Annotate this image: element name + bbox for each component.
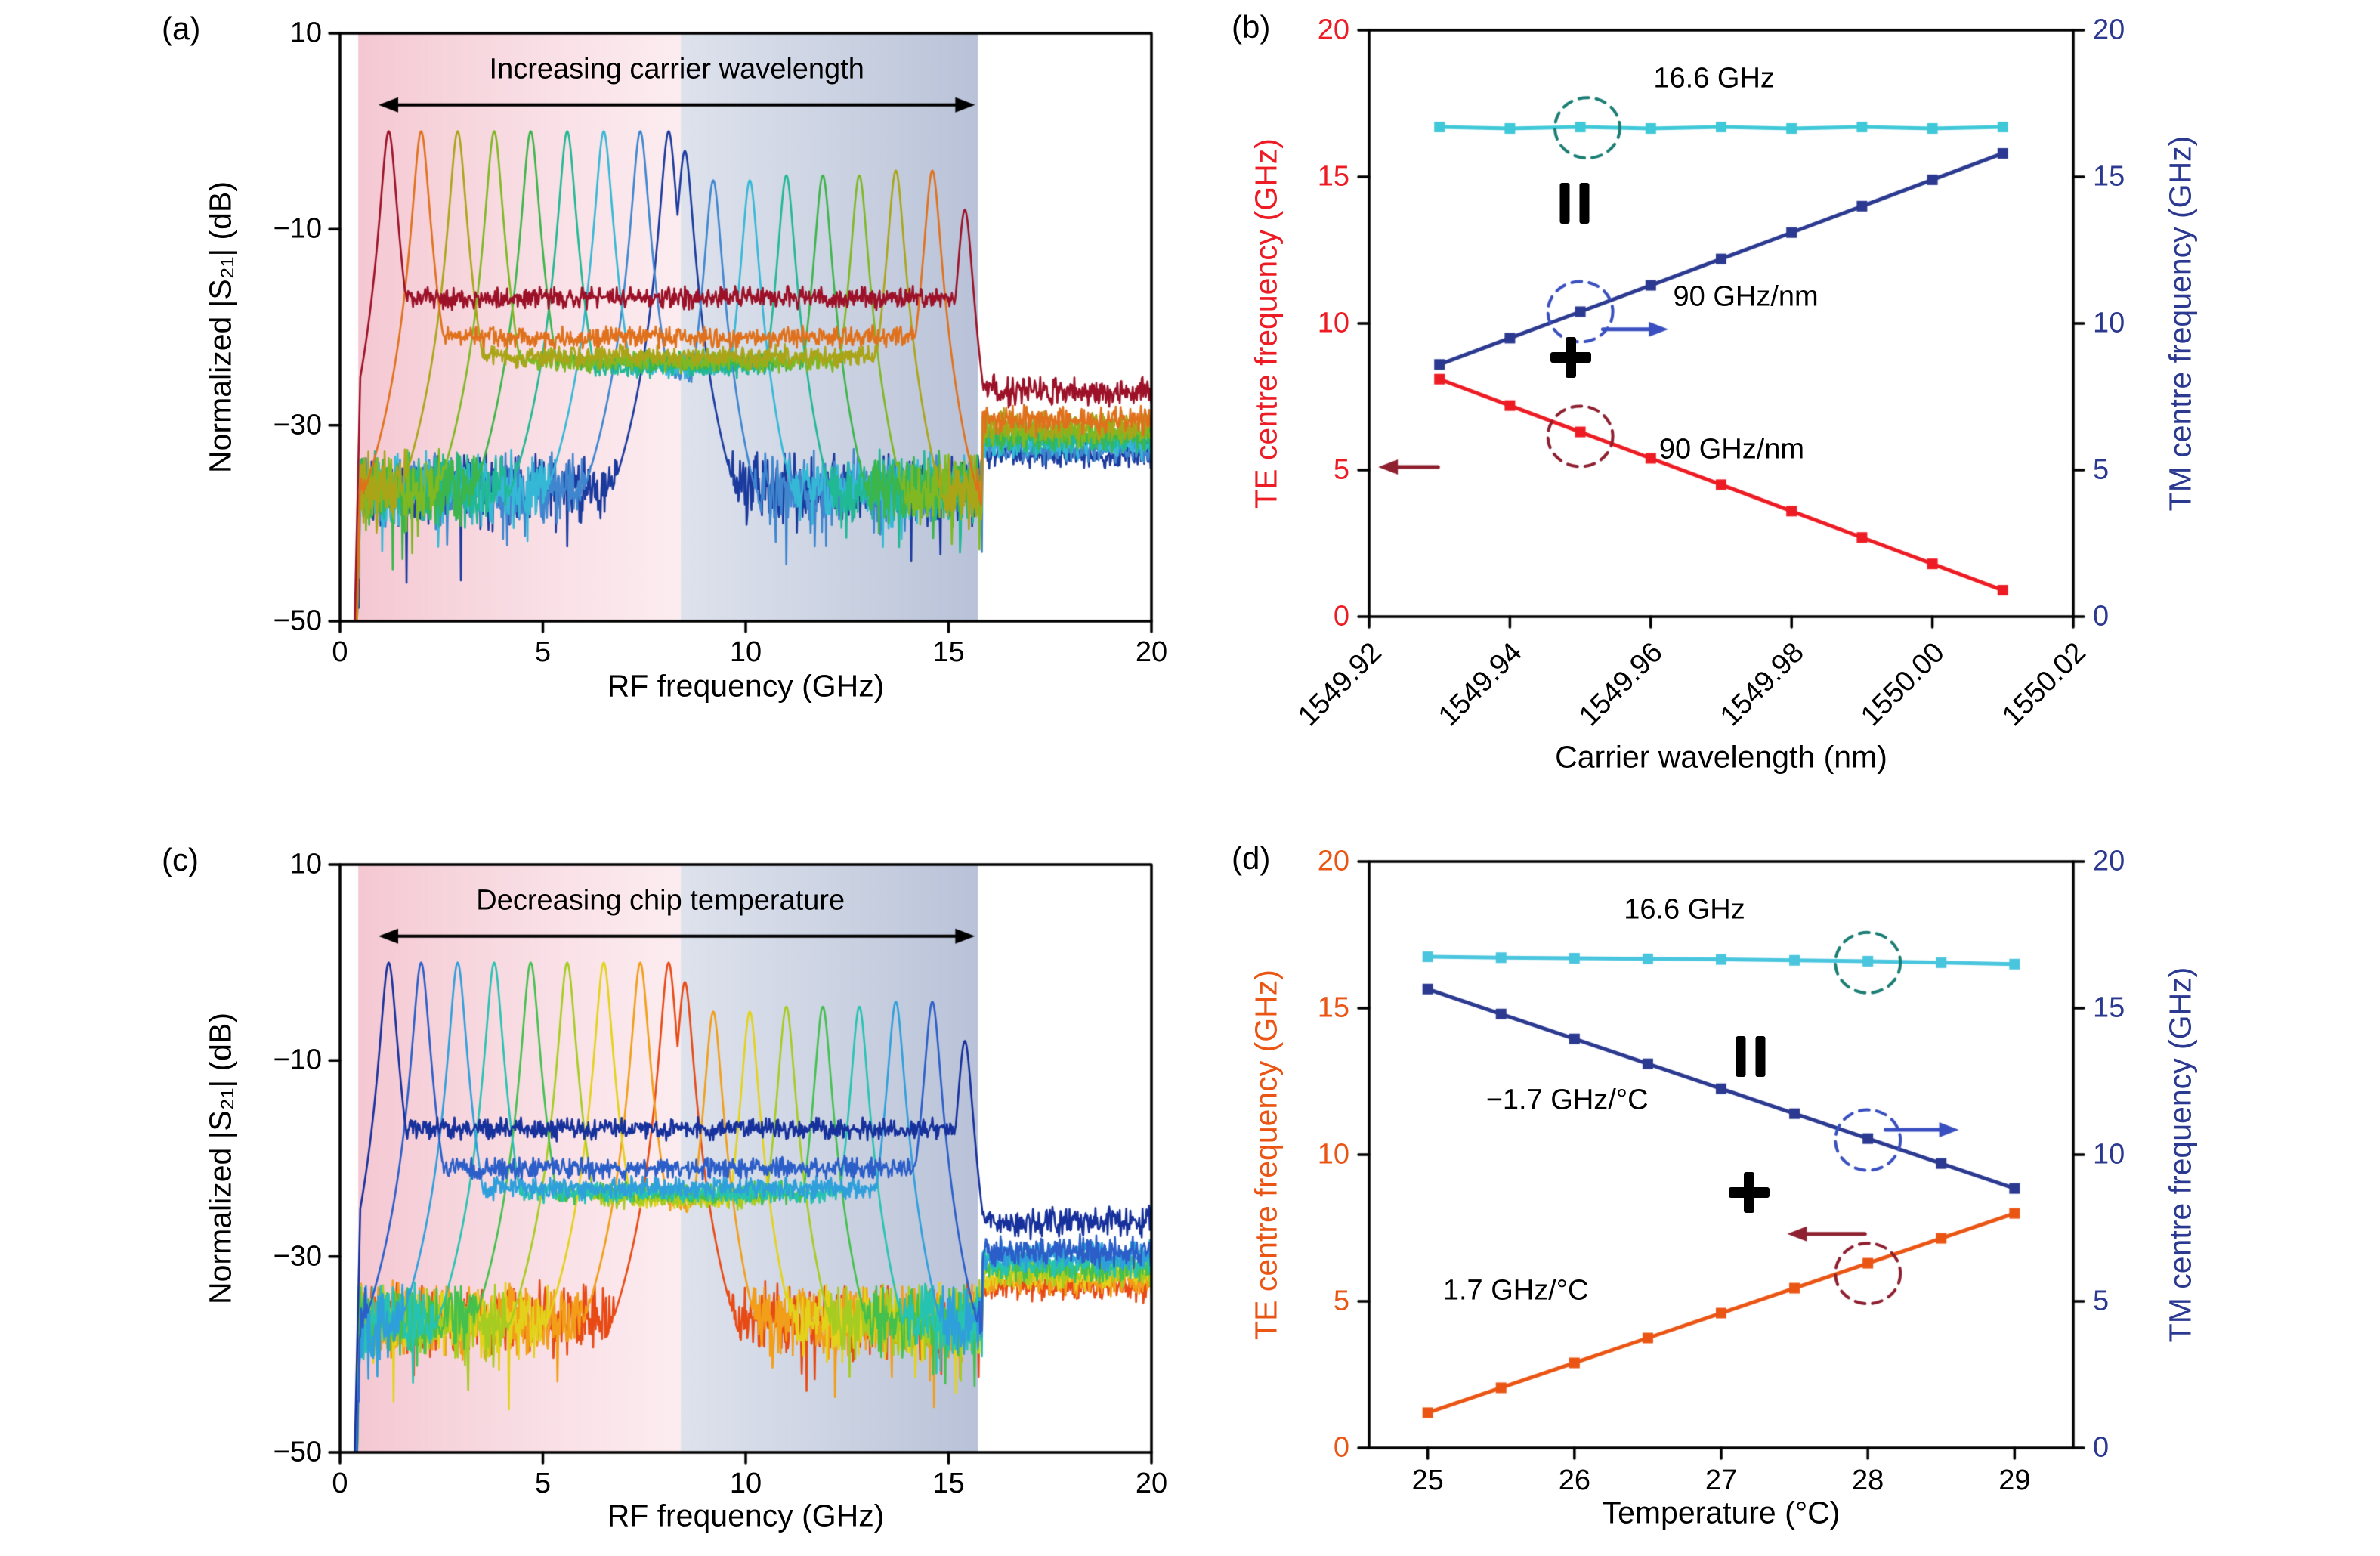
x-tick-label: 0 <box>332 1468 348 1499</box>
x-tick-label: 15 <box>932 1468 965 1499</box>
annotation-text: Decreasing chip temperature <box>476 884 845 917</box>
x-tick-label: 20 <box>1135 1468 1168 1499</box>
x-tick-label: 27 <box>1705 1465 1738 1496</box>
panel-d-right-ylabel: TM centre frequency (GHz) <box>2162 967 2198 1343</box>
x-tick-label: 5 <box>534 636 552 668</box>
annotation-text: −1.7 GHz/°C <box>1485 1084 1649 1116</box>
y-tick-label-right: 10 <box>2093 307 2125 339</box>
y-tick-label-right: 20 <box>2093 845 2125 877</box>
x-tick-label: 10 <box>729 636 762 668</box>
y-tick-label: 10 <box>289 848 322 880</box>
y-tick-label: −10 <box>273 212 322 245</box>
panel-c-xlabel: RF frequency (GHz) <box>607 1498 885 1533</box>
panel-a-xlabel: RF frequency (GHz) <box>607 668 885 704</box>
panel-b-right-ylabel: TM centre frequency (GHz) <box>2162 135 2198 512</box>
panel-b-left-ylabel: TE centre frequency (GHz) <box>1248 138 1284 509</box>
y-tick-label-left: 20 <box>1317 14 1349 46</box>
plus-icon <box>1728 1172 1770 1214</box>
y-tick-label-left: 15 <box>1317 991 1349 1024</box>
panel-c-ylabel: Normalized |S₂₁| (dB) <box>202 1013 238 1304</box>
panel-a-ylabel: Normalized |S₂₁| (dB) <box>202 181 238 473</box>
y-tick-label-left: 20 <box>1317 845 1349 877</box>
y-tick-label-right: 5 <box>2093 1285 2110 1317</box>
y-tick-label: −30 <box>273 409 322 441</box>
x-tick-label: 1550.00 <box>1855 636 1952 733</box>
x-tick-label: 1549.98 <box>1714 636 1810 733</box>
y-tick-label-left: 0 <box>1333 1431 1349 1464</box>
y-tick-label-left: 10 <box>1317 307 1349 339</box>
panel-d-label: (d) <box>1232 840 1271 876</box>
x-tick-label: 28 <box>1852 1465 1884 1496</box>
y-tick-label: −50 <box>273 1436 322 1468</box>
panel-b-plot <box>1354 15 2088 632</box>
panel-a-label: (a) <box>162 11 201 46</box>
annotation-text: Increasing carrier wavelength <box>489 53 864 85</box>
y-tick-label-left: 15 <box>1317 160 1349 193</box>
annotation-text: 1.7 GHz/°C <box>1442 1274 1589 1307</box>
panel-a-plot <box>325 18 1167 636</box>
x-tick-label: 25 <box>1411 1465 1444 1496</box>
y-tick-label: −10 <box>273 1044 322 1076</box>
panel-d-left-ylabel: TE centre frequency (GHz) <box>1248 970 1284 1340</box>
x-tick-label: 1549.96 <box>1573 636 1670 733</box>
y-tick-label-right: 15 <box>2093 160 2125 193</box>
panel-c-plot <box>325 849 1167 1468</box>
panel-c-label: (c) <box>162 842 199 877</box>
parallel-icon <box>1736 1036 1766 1078</box>
x-tick-label: 1549.92 <box>1291 636 1388 733</box>
x-tick-label: 15 <box>932 636 965 668</box>
y-tick-label: −30 <box>273 1240 322 1273</box>
x-tick-label: 29 <box>1998 1465 2031 1496</box>
x-tick-label: 10 <box>729 1468 762 1499</box>
annotation-text: 90 GHz/nm <box>1673 280 1819 313</box>
y-tick-label-left: 5 <box>1333 1285 1349 1317</box>
y-tick-label-left: 5 <box>1333 453 1349 486</box>
x-tick-label: 1550.02 <box>1995 636 2092 733</box>
x-tick-label: 1549.94 <box>1433 636 1528 733</box>
panel-b-xlabel: Carrier wavelength (nm) <box>1555 739 1887 775</box>
parallel-icon <box>1559 182 1590 224</box>
x-tick-label: 20 <box>1135 636 1168 668</box>
annotation-text: 90 GHz/nm <box>1658 433 1805 466</box>
y-tick-label-left: 0 <box>1333 600 1349 633</box>
y-tick-label-left: 10 <box>1317 1138 1349 1171</box>
y-tick-label-right: 0 <box>2093 600 2110 633</box>
panel-d-xlabel: Temperature (°C) <box>1602 1495 1841 1530</box>
y-tick-label-right: 10 <box>2093 1138 2125 1171</box>
y-tick-label-right: 20 <box>2093 14 2125 46</box>
x-tick-label: 5 <box>534 1468 552 1499</box>
plus-icon <box>1550 336 1592 378</box>
panel-b-label: (b) <box>1232 9 1271 45</box>
panel-d-plot <box>1354 846 2088 1463</box>
x-tick-label: 0 <box>332 636 348 668</box>
y-tick-label: −50 <box>273 605 322 637</box>
annotation-text: 16.6 GHz <box>1653 62 1775 94</box>
annotation-text: 16.6 GHz <box>1624 893 1745 926</box>
y-tick-label-right: 0 <box>2093 1431 2110 1464</box>
y-tick-label-right: 5 <box>2093 453 2110 486</box>
y-tick-label-right: 15 <box>2093 991 2125 1024</box>
x-tick-label: 26 <box>1558 1465 1590 1496</box>
y-tick-label: 10 <box>289 17 322 49</box>
